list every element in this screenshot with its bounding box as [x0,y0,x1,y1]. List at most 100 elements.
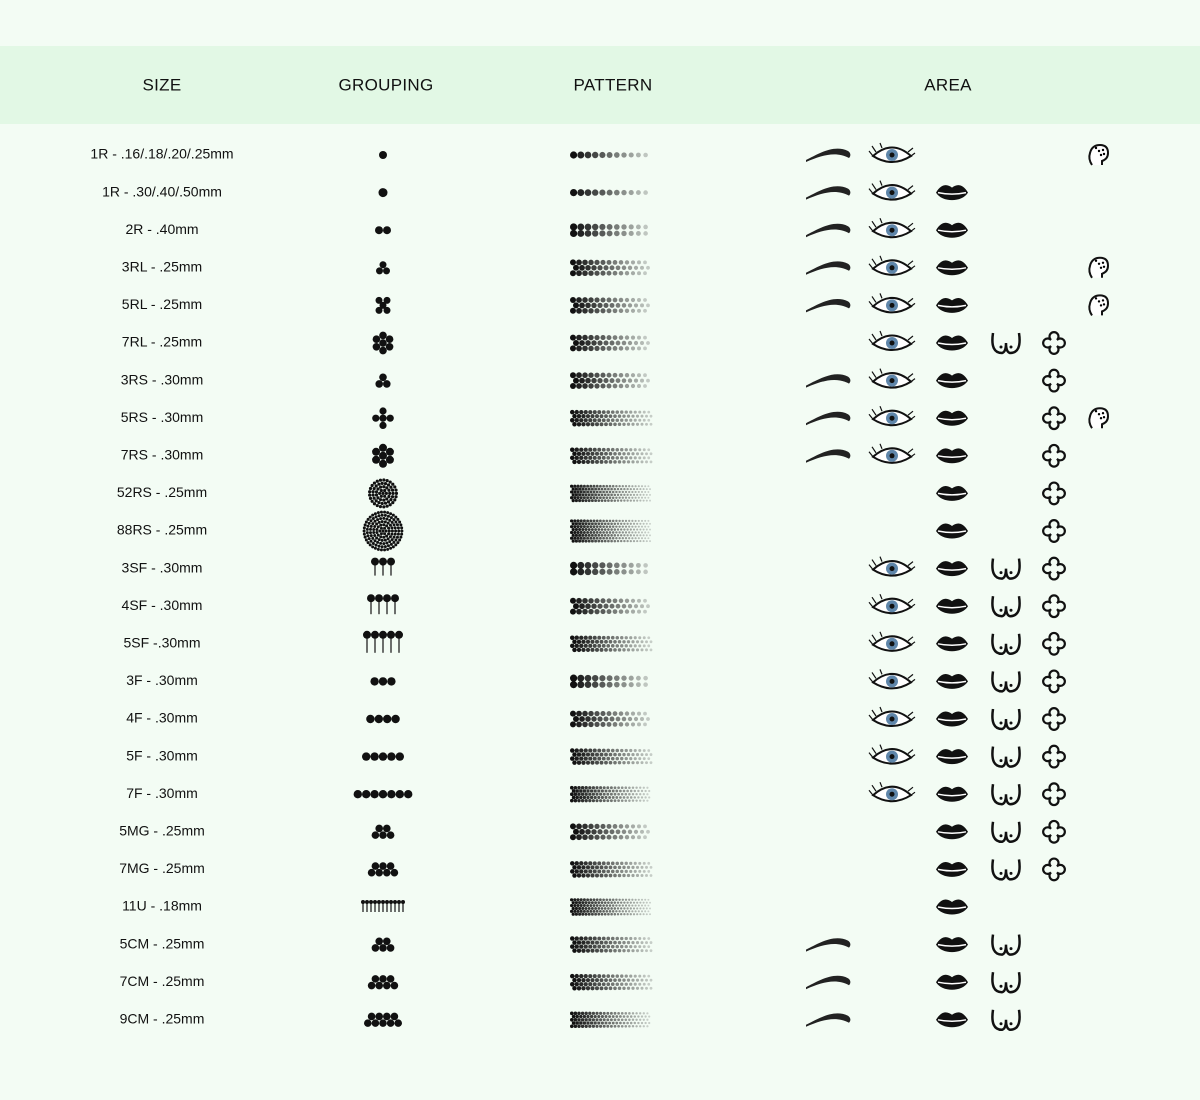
pattern-dot [581,865,586,870]
pattern-dot [604,760,608,765]
pattern-dot [599,1024,603,1028]
pattern-dot [610,534,613,537]
pattern-dot [649,901,651,904]
pattern-dot [585,639,591,644]
pattern-dot [570,455,575,461]
pattern-dot [604,459,608,464]
pattern-dot [645,978,648,982]
grouping-dot [379,510,383,514]
grouping-dot [365,531,369,535]
pattern-dot [600,308,606,314]
pattern-dot [600,383,606,389]
pattern-dot [606,756,611,761]
pattern-dot [611,496,615,499]
pattern-dot [633,448,637,452]
pattern-dot [582,383,588,389]
pattern-dot [613,562,620,569]
grouping-dot [392,523,396,527]
pattern-dot [630,835,636,840]
pattern-dot [592,490,596,494]
pattern-dot [644,490,647,493]
pattern-dot [609,302,615,308]
pattern-dot [597,643,602,648]
pattern-dot [590,533,594,537]
pattern-dot [584,230,592,237]
grouping-dot [362,532,366,536]
pattern-dot [623,901,626,904]
pattern-dot [610,982,615,987]
pattern-dot [645,522,648,525]
pattern-dot [599,531,602,534]
pattern-dot [577,189,585,197]
pattern-dot [629,861,633,865]
area-icon [935,936,969,953]
pattern-dot [638,636,642,640]
pattern-dot [612,297,618,303]
pattern-dot [611,484,615,488]
grouping-dot [379,532,383,536]
pattern-dot [582,307,588,314]
pattern-dot [621,537,624,540]
pattern-dot [640,422,644,426]
pattern-dot [609,792,613,796]
pattern-dot [624,418,628,422]
grouping-dot [394,515,398,519]
pattern-dot [627,265,633,270]
pattern-dot [576,451,582,456]
pattern-dot [570,1018,574,1022]
pattern-dot [635,562,641,568]
pattern-dot [622,752,626,757]
pattern-dot [597,861,602,866]
grouping-dot [379,494,383,498]
pattern-dot [631,786,635,789]
pattern-dot [602,496,605,500]
grouping-dot [400,529,404,533]
pattern-dot [643,682,648,687]
pattern-dot [591,151,599,159]
pattern-dot [647,945,651,949]
grouping-dot [375,824,383,833]
pattern-dot [582,496,586,500]
pattern-dot [631,414,635,418]
pattern-dot [574,912,578,916]
pattern-dot [624,519,628,523]
grouping-dot [379,151,387,159]
pattern-dot [645,499,648,502]
pattern-dot [582,710,588,717]
grouping-dot [372,447,381,456]
pattern-dot [608,910,612,913]
pattern-dot [629,1015,633,1018]
grouping-dot [376,533,380,537]
pattern-dot [581,487,585,491]
pattern-dot [633,716,639,722]
grouping-dot [382,505,386,509]
grouping-dot [383,714,392,724]
pattern-dot [644,537,647,540]
pattern-dot [595,519,599,523]
pattern-dot [586,1021,590,1025]
grouping-dot [375,1012,383,1021]
pattern-dot [588,710,594,717]
pattern-dot [628,1025,631,1028]
pattern-dot [626,978,631,982]
pattern-dot [615,936,619,941]
pattern-dot [626,949,631,953]
pattern-dot [591,230,599,237]
pattern-dot [643,152,648,158]
pattern-dot [574,487,578,491]
pattern-dot [627,303,633,308]
pattern-dot [579,490,583,494]
pattern-dot [576,639,582,644]
area-icon [991,707,1021,731]
pattern-dot [645,753,648,757]
pattern-dot [640,873,644,877]
pattern-dot [586,530,590,534]
pattern-dot [624,799,628,802]
pattern-dot [616,907,620,910]
pattern-dot [585,264,591,271]
pattern-dot [582,1014,587,1019]
pattern-dot [602,484,605,488]
pattern-dot [573,490,577,494]
pattern-dot [643,824,647,829]
pattern-dot [615,418,619,422]
